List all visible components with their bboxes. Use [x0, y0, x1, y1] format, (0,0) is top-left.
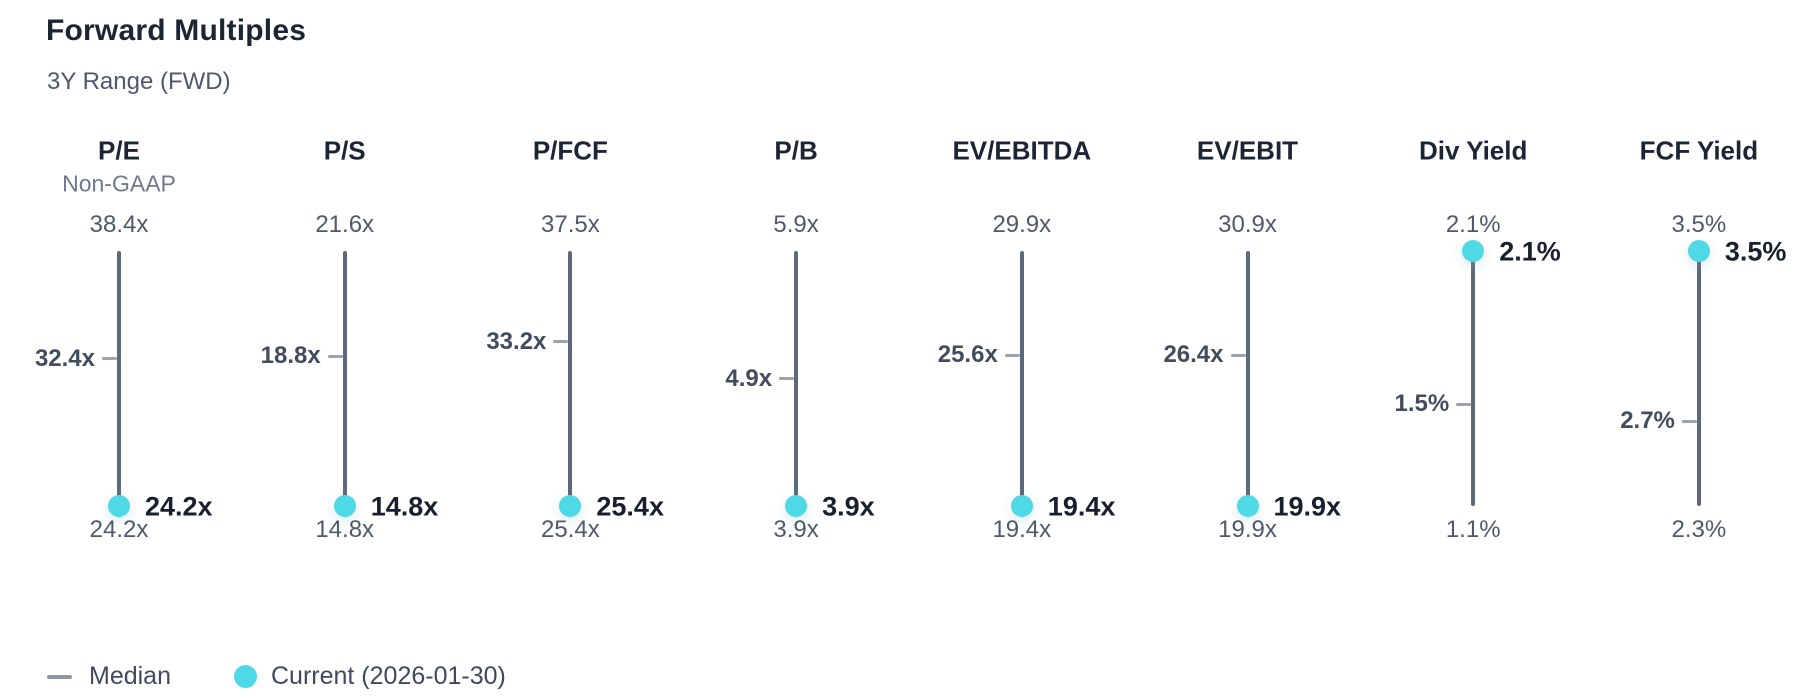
range-min-label: 19.9x: [1218, 516, 1277, 543]
column-header-p-s: P/S: [323, 135, 366, 166]
current-value-dot: [1687, 240, 1710, 262]
chart-legend: Median Current (2026-01-30): [47, 662, 506, 691]
current-value-label: 25.4x: [596, 491, 664, 522]
current-dot-icon: [234, 665, 257, 688]
range-min-label: 24.2x: [89, 516, 149, 543]
median-tick-icon: [1456, 402, 1472, 406]
range-line: [1471, 251, 1476, 506]
range-min-label: 14.8x: [315, 516, 375, 543]
column-header-div-yield: Div Yield: [1418, 135, 1528, 166]
column-header-ev-ebit: EV/EBIT: [1196, 135, 1299, 166]
median-value-label: 1.5%: [1394, 390, 1450, 417]
column-header-p-e: P/E: [98, 135, 140, 166]
range-min-label: 1.1%: [1445, 516, 1501, 543]
current-value-dot: [1236, 495, 1259, 517]
current-value-label: 3.5%: [1724, 236, 1787, 267]
range-line: [1019, 251, 1024, 506]
range-line: [342, 251, 347, 506]
current-value-label: 19.9x: [1273, 491, 1342, 522]
range-max-label: 29.9x: [992, 211, 1052, 238]
range-min-label: 2.3%: [1671, 516, 1727, 543]
range-min-label: 25.4x: [541, 516, 600, 543]
current-value-label: 3.9x: [822, 491, 875, 522]
median-value-label: 18.8x: [260, 342, 321, 369]
range-min-label: 3.9x: [773, 516, 819, 543]
range-line: [794, 251, 799, 506]
median-tick-icon: [1004, 353, 1020, 357]
median-value-label: 33.2x: [486, 327, 547, 355]
range-min-label: 19.4x: [992, 516, 1052, 543]
column-header-p-b: P/B: [774, 135, 818, 166]
median-tick-icon: [553, 340, 569, 344]
chart-subtitle: 3Y Range (FWD): [47, 68, 231, 95]
median-value-label: 4.9x: [725, 364, 773, 392]
range-line: [1245, 251, 1250, 506]
median-value-label: 25.6x: [937, 341, 998, 369]
median-tick-icon: [779, 377, 795, 380]
median-tick-icon: [1230, 353, 1246, 357]
column-header-ev-ebitda: EV/EBITDA: [952, 135, 1092, 166]
legend-item-median: Median: [47, 662, 171, 691]
current-value-dot: [559, 495, 582, 517]
median-value-label: 32.4x: [34, 344, 95, 372]
median-tick-icon: [102, 357, 117, 361]
current-value-label: 2.1%: [1499, 236, 1561, 267]
chart-title: Forward Multiples: [46, 14, 307, 47]
range-max-label: 37.5x: [541, 211, 600, 238]
current-value-dot: [333, 495, 356, 517]
range-max-label: 38.4x: [89, 211, 149, 238]
range-line: [117, 251, 121, 506]
current-value-label: 24.2x: [145, 491, 213, 522]
median-tick-icon: [1681, 419, 1697, 423]
current-value-dot: [108, 495, 130, 517]
range-line: [568, 251, 573, 506]
legend-item-current: Current (2026-01-30): [234, 662, 506, 691]
column-subheader: Non-GAAP: [62, 170, 176, 197]
current-value-dot: [1010, 495, 1033, 517]
current-value-label: 14.8x: [370, 491, 439, 522]
current-value-dot: [785, 495, 808, 517]
current-value-dot: [1462, 240, 1485, 262]
median-value-label: 26.4x: [1163, 341, 1224, 369]
range-line: [1696, 251, 1701, 506]
column-header-p-fcf: P/FCF: [532, 135, 608, 166]
range-max-label: 2.1%: [1445, 211, 1501, 238]
median-dash-icon: [47, 674, 72, 679]
median-value-label: 2.7%: [1620, 407, 1675, 434]
range-max-label: 30.9x: [1218, 211, 1277, 238]
range-max-label: 21.6x: [315, 211, 375, 238]
column-header-fcf-yield: FCF Yield: [1639, 135, 1759, 166]
legend-current-label: Current (2026-01-30): [271, 662, 506, 690]
range-max-label: 3.5%: [1671, 211, 1727, 238]
median-tick-icon: [327, 354, 343, 358]
legend-median-label: Median: [89, 662, 171, 690]
current-value-label: 19.4x: [1047, 491, 1116, 522]
range-max-label: 5.9x: [773, 211, 819, 238]
